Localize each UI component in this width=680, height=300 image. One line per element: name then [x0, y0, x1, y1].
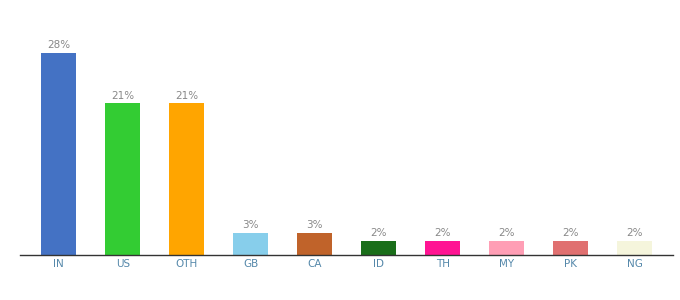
Text: 21%: 21%: [175, 91, 199, 100]
Text: 2%: 2%: [435, 228, 451, 238]
Bar: [169, 103, 205, 255]
Bar: [105, 103, 140, 255]
Text: 21%: 21%: [112, 91, 135, 100]
Text: 3%: 3%: [307, 220, 323, 230]
Bar: [233, 233, 269, 255]
Text: 2%: 2%: [498, 228, 515, 238]
Text: 3%: 3%: [243, 220, 259, 230]
Bar: [617, 241, 652, 255]
Bar: [361, 241, 396, 255]
Text: 2%: 2%: [371, 228, 387, 238]
Text: 28%: 28%: [47, 40, 70, 50]
Bar: [489, 241, 524, 255]
Bar: [554, 241, 588, 255]
Bar: [41, 53, 76, 255]
Text: 2%: 2%: [626, 228, 643, 238]
Text: 2%: 2%: [562, 228, 579, 238]
Bar: [425, 241, 460, 255]
Bar: [297, 233, 333, 255]
